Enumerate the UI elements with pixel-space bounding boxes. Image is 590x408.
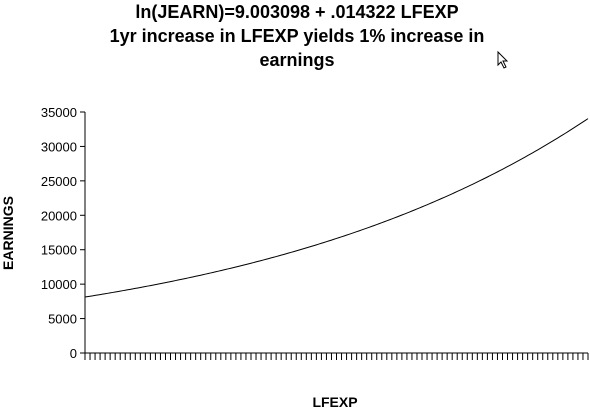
y-tick-label: 15000	[41, 243, 77, 258]
y-tick-label: 35000	[41, 105, 77, 120]
x-tick-group	[84, 353, 589, 360]
y-tick-label: 25000	[41, 174, 77, 189]
y-tick-group: 0 5000 10000 15000 20000 25000 30000 35000	[41, 105, 85, 361]
chart-title-line-1: ln(JEARN)=9.003098 + .014322 LFEXP	[135, 2, 458, 22]
chart-title-line-3: earnings	[259, 50, 334, 70]
y-tick-label: 20000	[41, 208, 77, 223]
earnings-series-line	[84, 118, 589, 298]
y-tick-label: 10000	[41, 277, 77, 292]
arrow-cursor-icon	[497, 50, 509, 69]
chart-title-line-2: 1yr increase in LFEXP yields 1% increase…	[110, 26, 485, 46]
y-axis-title: EARNINGS	[0, 196, 16, 270]
y-tick-label: 30000	[41, 139, 77, 154]
x-axis-title: LFEXP	[312, 394, 357, 408]
y-tick-label: 0	[70, 346, 77, 361]
y-tick-label: 5000	[48, 312, 77, 327]
